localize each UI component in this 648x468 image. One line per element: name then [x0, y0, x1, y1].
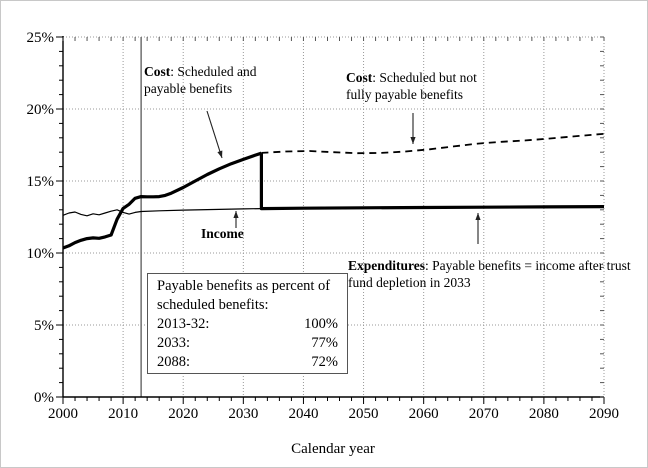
annotation-expenditures-term: Expenditures	[348, 258, 426, 273]
annotation-cost-scheduled-rest: : Scheduled but not fully payable benefi…	[346, 70, 477, 102]
x-tick-label: 2030	[228, 406, 258, 422]
payable-box-row-label: 2033:	[157, 335, 191, 351]
payable-box-row: 2033: 77%	[157, 334, 338, 353]
x-tick-label: 2000	[48, 406, 78, 422]
series-expenditures-payable	[259, 153, 605, 211]
y-tick-label: 5%	[34, 318, 54, 334]
x-axis-title: Calendar year	[291, 441, 375, 457]
y-tick-label: 15%	[27, 174, 55, 190]
y-tick-label: 0%	[34, 390, 54, 406]
x-tick-label: 2040	[288, 406, 318, 422]
payable-box-row: 2013-32: 100%	[157, 315, 338, 334]
x-tick-label: 2080	[529, 406, 559, 422]
series-cost-scheduled-and-payable	[62, 151, 262, 250]
annotation-cost-scheduled-term: Cost	[346, 70, 373, 85]
annotation-cost-scheduled: Cost: Scheduled but not fully payable be…	[346, 69, 502, 103]
annotation-cost-payable: Cost: Scheduled and payable benefits	[144, 63, 278, 97]
x-tick-label: 2060	[409, 406, 439, 422]
y-tick-label: 10%	[27, 246, 55, 262]
x-tick-label: 2050	[349, 406, 379, 422]
annotation-expenditures-rest: : Payable benefits = income after trust …	[348, 258, 631, 290]
payable-box-row: 2088: 72%	[157, 353, 338, 372]
tick-marks	[56, 36, 605, 404]
payable-benefits-box: Payable benefits as percent of scheduled…	[147, 273, 348, 374]
annotation-expenditures: Expenditures: Payable benefits = income …	[348, 257, 640, 291]
x-tick-label: 2010	[108, 406, 138, 422]
payable-box-row-value: 72%	[311, 354, 338, 370]
y-tick-label: 20%	[27, 102, 55, 118]
annotation-arrows	[206, 110, 481, 244]
payable-box-row-label: 2088:	[157, 354, 191, 370]
x-tick-label: 2070	[469, 406, 499, 422]
payable-box-row-value: 100%	[304, 316, 338, 332]
y-tick-label: 25%	[27, 30, 55, 46]
annotation-cost-payable-term: Cost	[144, 64, 171, 79]
payable-box-row-value: 77%	[311, 335, 338, 351]
gridlines	[63, 36, 605, 397]
tick-labels: 2000 2010 2020 2030 2040 2050 2060 2070 2080 2090…	[27, 30, 620, 422]
x-tick-label: 2020	[168, 406, 198, 422]
payable-box-row-label: 2013-32:	[157, 316, 210, 332]
arrow-cost-payable	[206, 110, 223, 159]
payable-box-heading: Payable benefits as percent of scheduled…	[157, 278, 331, 313]
arrow-income-head	[233, 211, 239, 218]
arrow-cost-payable-head	[217, 150, 223, 158]
data-series	[62, 132, 605, 250]
series-cost-scheduled-not-fully-payable	[261, 132, 605, 155]
axes	[62, 36, 604, 398]
arrow-expenditures-head	[475, 213, 481, 220]
annotation-income: Income	[201, 226, 244, 241]
arrow-cost-scheduled-head	[410, 137, 416, 144]
annotation-cost-payable-rest: : Scheduled and payable benefits	[144, 64, 257, 96]
x-tick-label: 2090	[589, 406, 619, 422]
